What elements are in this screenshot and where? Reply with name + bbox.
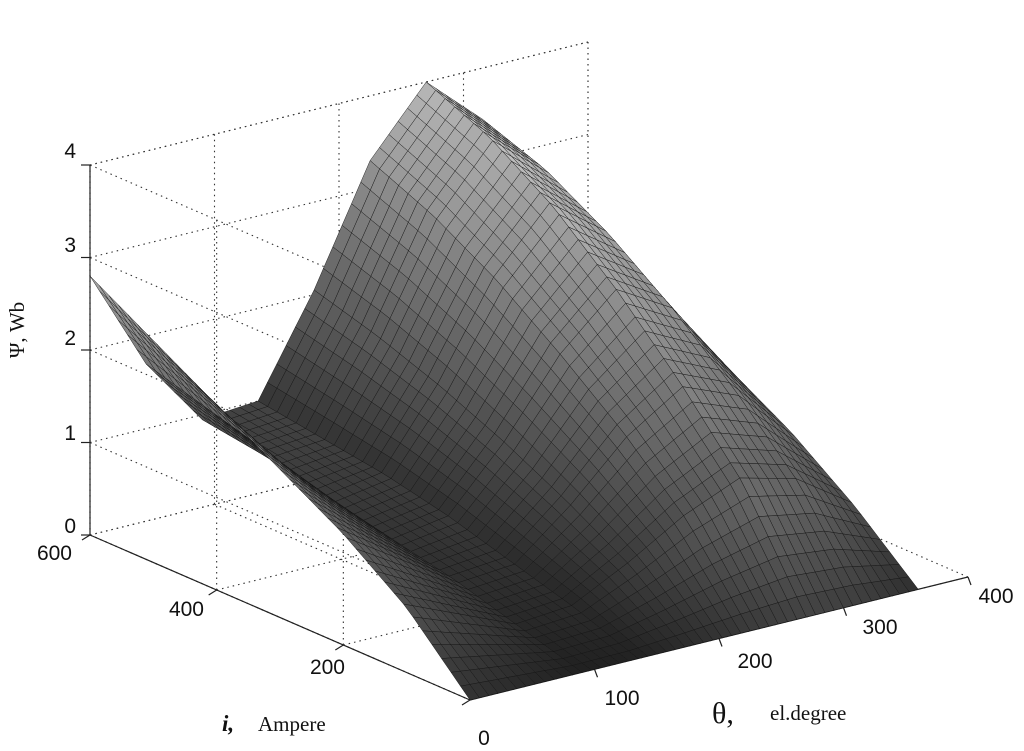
current-tick-label: 200 — [310, 656, 345, 679]
z-tick-label: 0 — [64, 515, 76, 538]
z-tick-label: 2 — [64, 327, 76, 350]
theta-tick — [718, 638, 723, 647]
surface-cell — [89, 275, 110, 301]
theta-symbol: θ, — [712, 697, 734, 730]
z-tick-label: 4 — [64, 140, 76, 163]
z-tick-label: 3 — [64, 234, 76, 257]
surface-layer — [89, 81, 919, 701]
current-tick — [335, 644, 344, 651]
theta-tick-label: 300 — [862, 616, 897, 639]
theta-tick — [967, 576, 972, 586]
z-tick-label: 1 — [64, 422, 76, 445]
theta-tick-labels: 100 200 300 400 — [604, 585, 1013, 710]
current-tick-label: 600 — [37, 542, 72, 565]
current-tick-label: 0 — [478, 727, 490, 750]
current-tick — [208, 589, 217, 596]
theta-tick — [593, 669, 599, 678]
current-symbol: i, — [222, 711, 234, 736]
current-tick — [461, 699, 471, 706]
surface-cell — [460, 684, 480, 701]
current-axis — [89, 534, 471, 701]
theta-tick — [842, 607, 848, 616]
theta-axis-label: θ, el.degree — [712, 697, 846, 730]
theta-tick-label: 100 — [604, 687, 639, 710]
flux-axis-label: Ψ, Wb — [5, 302, 29, 358]
current-tick — [81, 534, 91, 541]
theta-tick-label: 400 — [978, 585, 1013, 608]
theta-unit: el.degree — [770, 701, 846, 725]
current-tick-label: 400 — [169, 598, 204, 621]
current-tick-labels: 0 200 400 600 — [37, 542, 490, 750]
current-unit: Ampere — [258, 712, 326, 736]
z-tick-labels: 0 1 2 3 4 — [64, 140, 76, 538]
current-axis-label: i, Ampere — [222, 711, 326, 736]
theta-tick-label: 200 — [737, 650, 772, 673]
